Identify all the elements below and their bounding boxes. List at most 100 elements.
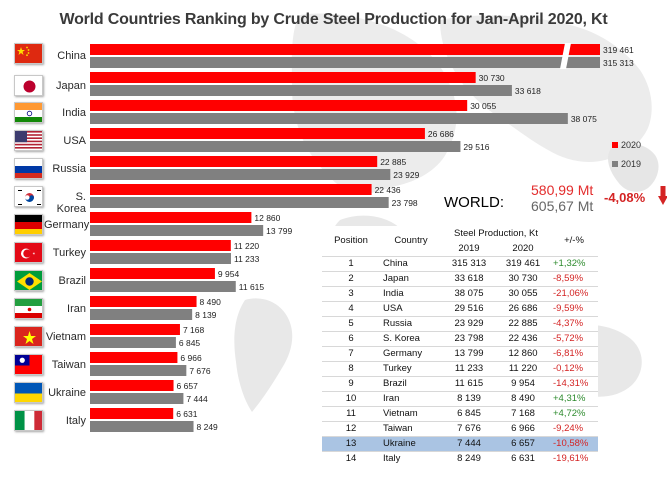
- bar-2019: [90, 337, 176, 348]
- russia-flag-icon: [14, 158, 43, 179]
- cell-position: 12: [322, 420, 380, 436]
- cell-position: 11: [322, 405, 380, 421]
- table-subheader-row: 2019 2020: [322, 241, 598, 256]
- data-label-2019: 7 676: [189, 366, 211, 376]
- cell-position: 1: [322, 255, 380, 271]
- cell-country: USA: [380, 300, 442, 316]
- data-label-2020: 12 860: [254, 213, 280, 223]
- cell-position: 14: [322, 450, 380, 466]
- data-label-2019: 8 139: [195, 310, 217, 320]
- cell-country: India: [380, 285, 442, 301]
- bar-2020: [90, 380, 174, 391]
- cell-2019: 13 799: [442, 345, 496, 361]
- country-label: Taiwan: [51, 359, 86, 371]
- usa-flag-icon: [14, 130, 43, 151]
- cell-country: Russia: [380, 315, 442, 331]
- table-row: 5 Russia 23 929 22 885 -4,37%: [322, 315, 598, 331]
- data-label-2020: 22 436: [375, 185, 401, 195]
- cell-country: Italy: [380, 450, 442, 466]
- cell-2019: 29 516: [442, 300, 496, 316]
- cell-change: +4,31%: [550, 390, 598, 406]
- cell-2020: 22 436: [496, 330, 550, 346]
- cell-2019: 23 798: [442, 330, 496, 346]
- south-korea-flag-icon: [14, 186, 43, 207]
- cell-2019: 6 845: [442, 405, 496, 421]
- cell-country: Ukraine: [380, 435, 442, 451]
- header-2020: 2020: [512, 242, 534, 254]
- bar-2019: [90, 281, 236, 292]
- cell-2019: 11 233: [442, 360, 496, 376]
- bar-2019: [90, 421, 194, 432]
- country-label: Japan: [56, 80, 86, 92]
- cell-position: 13: [322, 435, 380, 451]
- cell-position: 8: [322, 360, 380, 376]
- data-label-2019: 11 615: [239, 282, 265, 292]
- table-row-highlighted: 13 Ukraine 7 444 6 657 -10,58%: [322, 435, 598, 451]
- data-label-2020: 319 461: [603, 45, 634, 55]
- axis-break-mark: [560, 43, 571, 69]
- header-2019: 2019: [458, 242, 480, 254]
- cell-2020: 30 730: [496, 270, 550, 286]
- cell-country: Iran: [380, 390, 442, 406]
- bar-2019: [90, 393, 184, 404]
- data-label-2019: 38 075: [571, 114, 597, 124]
- cell-2020: 8 490: [496, 390, 550, 406]
- down-arrow-icon: [658, 186, 667, 205]
- cell-change: -6,81%: [550, 345, 598, 361]
- data-label-2019: 6 845: [179, 338, 201, 348]
- japan-flag-icon: [14, 75, 43, 96]
- header-position: Position: [334, 235, 368, 247]
- data-label-2019: 315 313: [603, 58, 634, 68]
- bar-2019: [90, 57, 600, 68]
- cell-2020: 7 168: [496, 405, 550, 421]
- cell-change: -9,59%: [550, 300, 598, 316]
- country-label: Germany: [44, 219, 90, 231]
- bar-2020: [90, 44, 600, 55]
- brazil-flag-icon: [14, 270, 43, 291]
- table-row: 6 S. Korea 23 798 22 436 -5,72%: [322, 330, 598, 346]
- data-label-2019: 8 249: [197, 422, 219, 432]
- country-label: S. Korea: [56, 191, 86, 215]
- cell-change: -9,24%: [550, 420, 598, 436]
- table-row: 14 Italy 8 249 6 631 -19,61%: [322, 450, 598, 466]
- cell-country: Brazil: [380, 375, 442, 391]
- table-row: 2 Japan 33 618 30 730 -8,59%: [322, 270, 598, 286]
- cell-country: Japan: [380, 270, 442, 286]
- bar-2019: [90, 85, 512, 96]
- cell-2019: 8 249: [442, 450, 496, 466]
- bar-2020: [90, 408, 174, 419]
- data-label-2020: 6 966: [180, 353, 202, 363]
- data-label-2020: 6 657: [177, 381, 199, 391]
- cell-2020: 22 885: [496, 315, 550, 331]
- cell-2020: 9 954: [496, 375, 550, 391]
- bar-2019: [90, 169, 391, 180]
- bar-2020: [90, 72, 476, 83]
- cell-2020: 12 860: [496, 345, 550, 361]
- country-label: Iran: [67, 303, 86, 315]
- legend-swatch-2019: [612, 160, 618, 167]
- country-label: China: [57, 50, 86, 62]
- table-row: 4 USA 29 516 26 686 -9,59%: [322, 300, 598, 316]
- country-label: Italy: [65, 415, 86, 427]
- cell-position: 5: [322, 315, 380, 331]
- cell-2020: 30 055: [496, 285, 550, 301]
- header-country: Country: [394, 235, 428, 247]
- bar-2019: [90, 197, 389, 208]
- bar-2019: [90, 365, 187, 376]
- country-label: Turkey: [52, 247, 86, 259]
- table-row: 9 Brazil 11 615 9 954 -14,31%: [322, 375, 598, 391]
- india-flag-icon: [14, 102, 43, 123]
- data-label-2019: 29 516: [463, 142, 489, 152]
- cell-position: 10: [322, 390, 380, 406]
- bar-2019: [90, 113, 568, 124]
- bar-2020: [90, 268, 215, 279]
- world-total-2019: 605,67 Mt: [531, 198, 594, 214]
- bar-2020: [90, 184, 372, 195]
- cell-2019: 7 676: [442, 420, 496, 436]
- data-label-2020: 6 631: [176, 409, 198, 419]
- bar-2020: [90, 296, 197, 307]
- legend-label-2019: 2019: [621, 158, 642, 169]
- cell-change: -4,37%: [550, 315, 598, 331]
- bar-2019: [90, 225, 264, 236]
- data-label-2019: 7 444: [186, 394, 208, 404]
